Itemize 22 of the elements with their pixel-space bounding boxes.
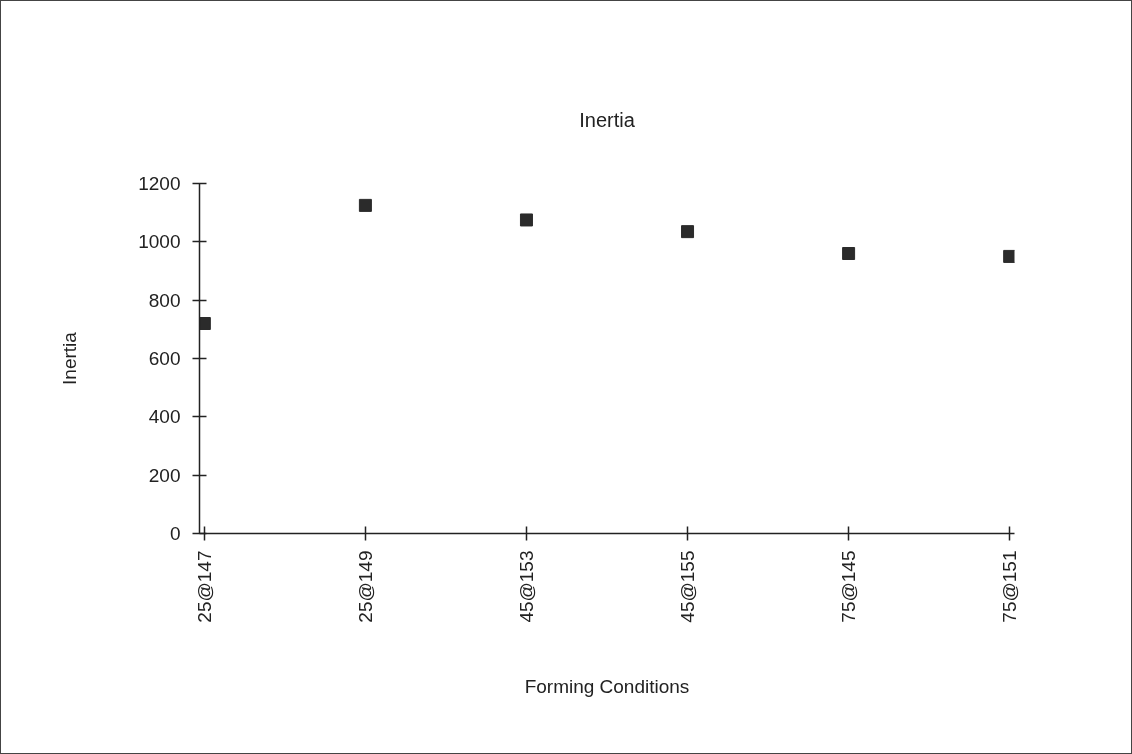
y-tick-label: 1000 (138, 231, 181, 253)
x-tick-label: 45@153 (515, 550, 537, 623)
x-tick-label: 25@147 (193, 550, 215, 623)
x-tick-label: 25@149 (354, 550, 376, 623)
y-tick-label: 200 (148, 464, 181, 486)
point (842, 247, 856, 260)
point (519, 213, 533, 227)
y-tick-label: 1200 (138, 173, 181, 194)
point (199, 317, 211, 330)
y-tick-label: 400 (148, 406, 181, 428)
x-tick-label: 45@155 (677, 550, 699, 623)
x-tick-label: 75@145 (838, 550, 860, 623)
point (1003, 249, 1015, 263)
x-tick-label: 75@151 (999, 550, 1021, 623)
y-tick-label: 800 (148, 289, 181, 311)
chart-title: Inertia (579, 109, 636, 131)
y-axis-title: Inertia (59, 331, 81, 385)
y-tick-label: 0 (169, 523, 181, 544)
y-tick-label: 600 (148, 348, 181, 369)
point (358, 198, 372, 212)
point (681, 225, 695, 239)
x-axis-title: Forming Conditions (524, 675, 690, 697)
